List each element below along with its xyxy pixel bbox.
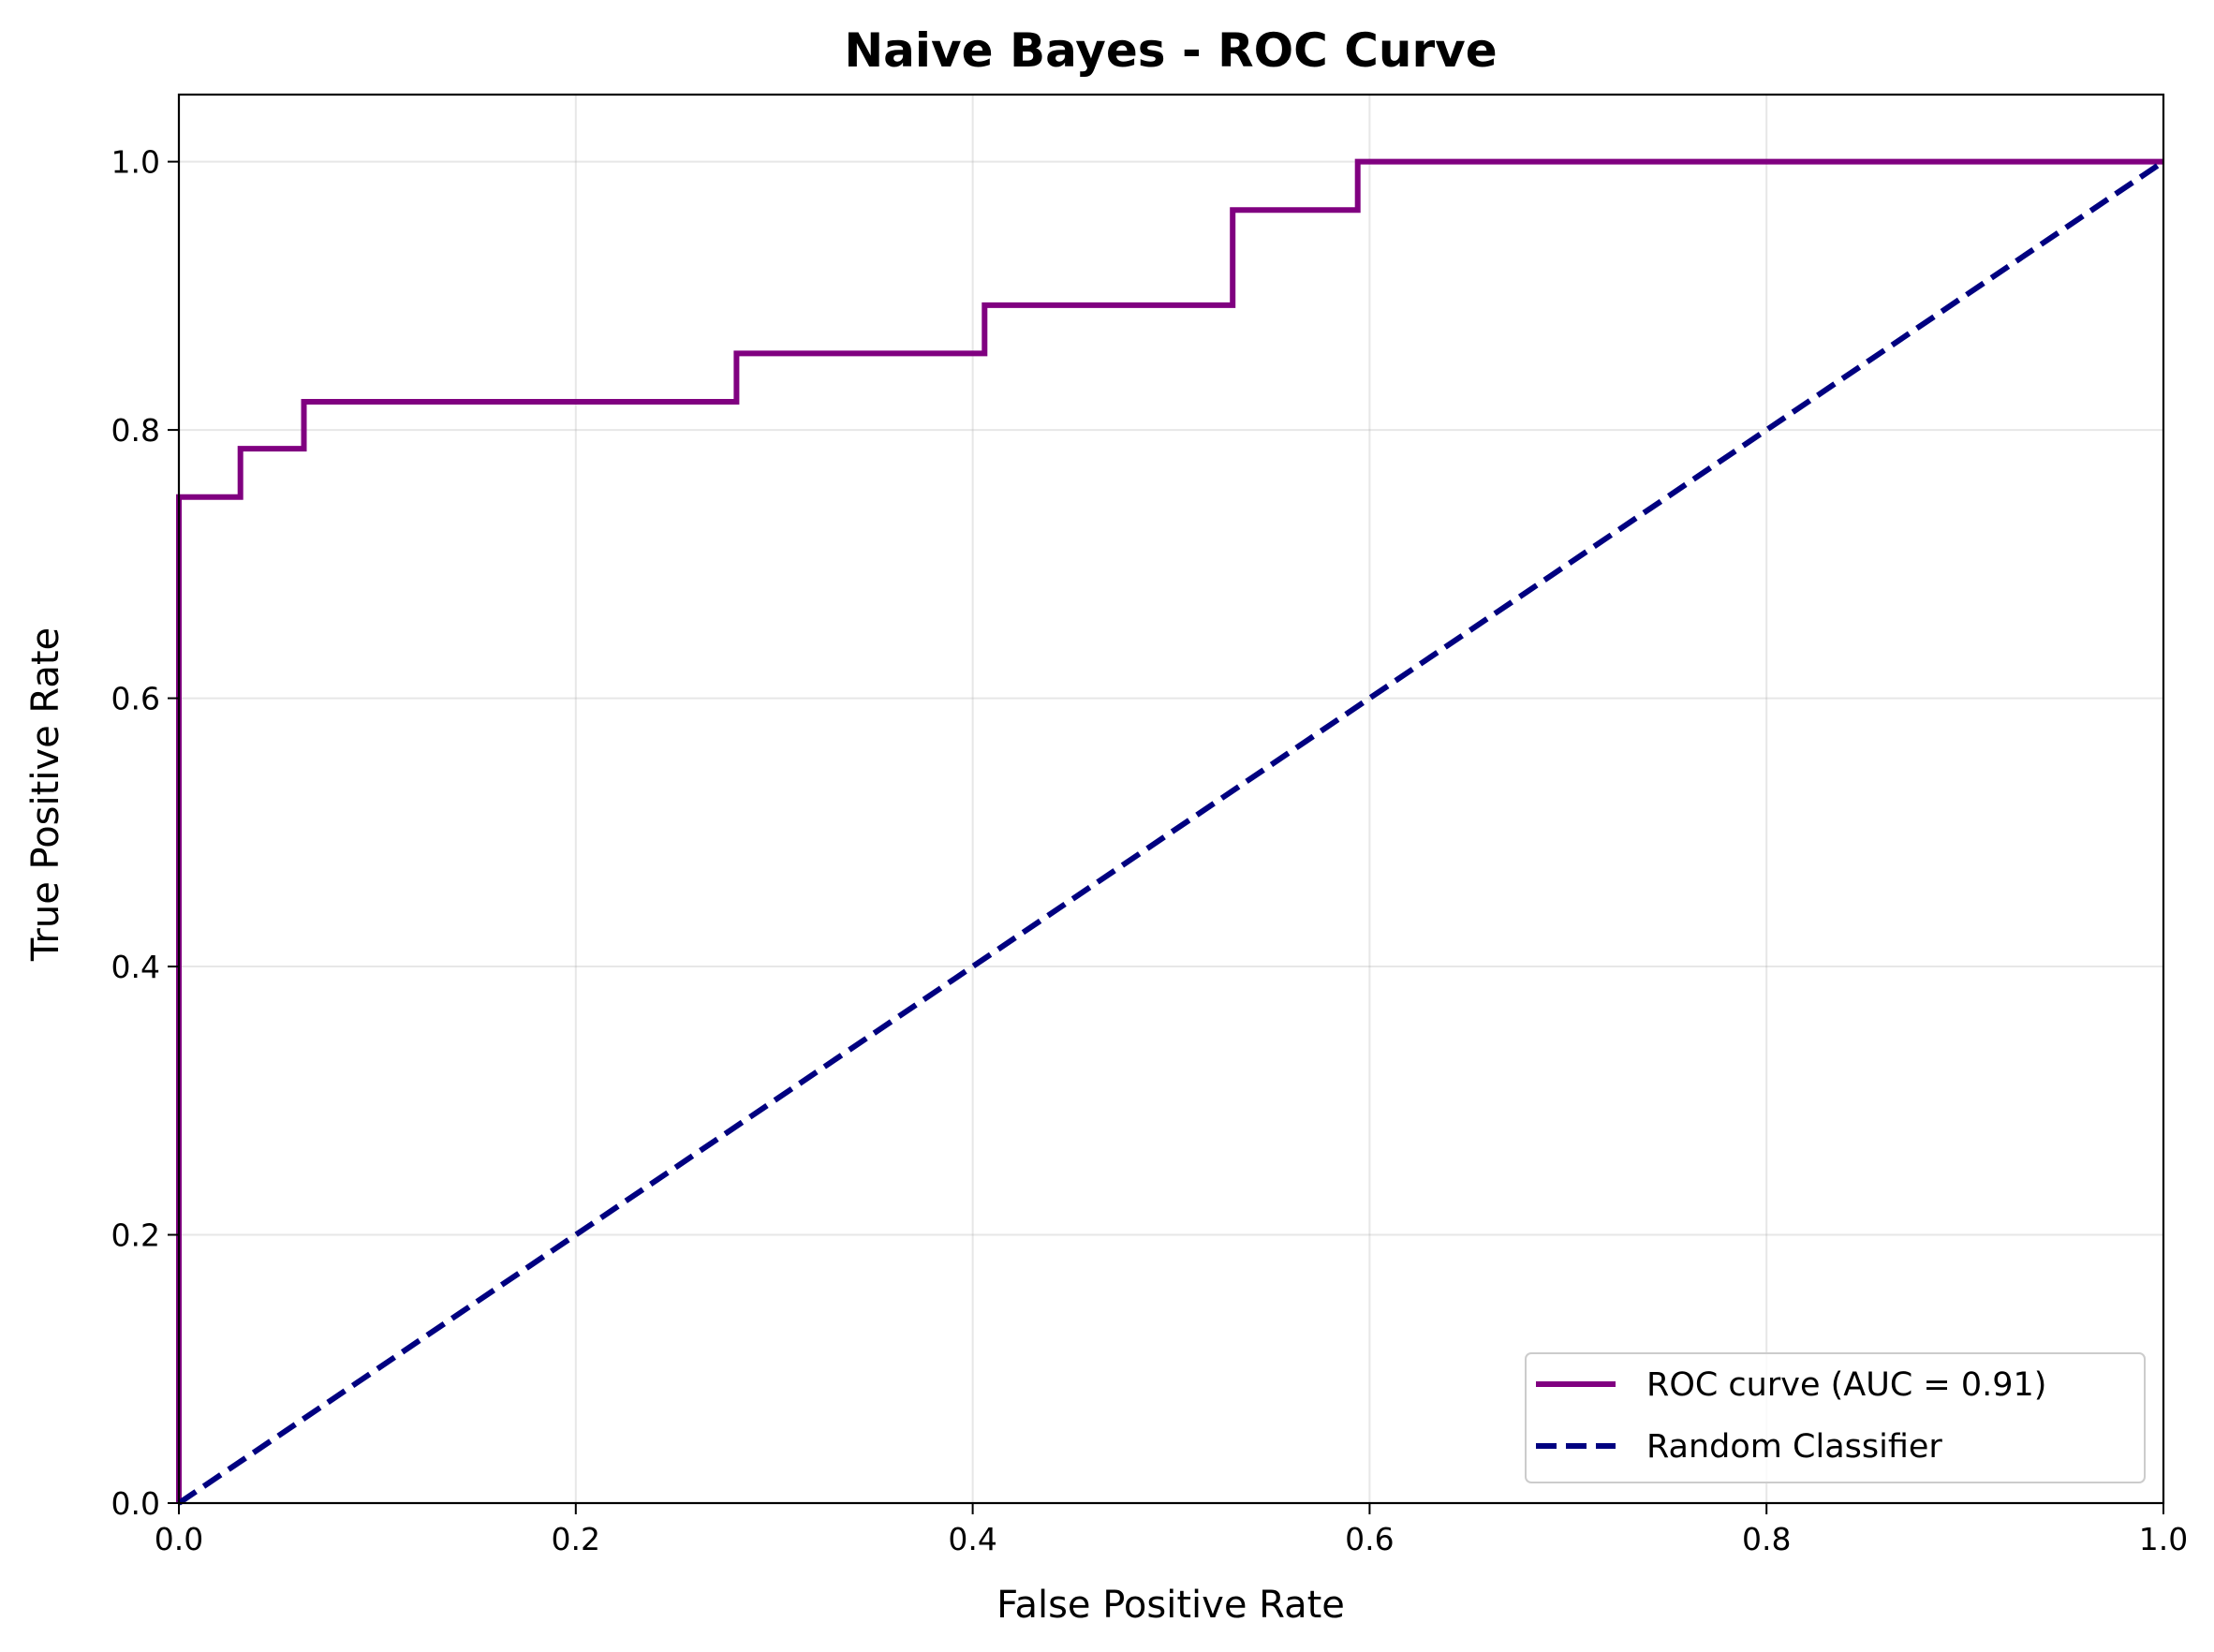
x-axis-label: False Positive Rate: [996, 1584, 1345, 1627]
x-tick-label: 0.8: [1742, 1521, 1791, 1557]
x-tick-label: 0.4: [948, 1521, 996, 1557]
series-layer: [176, 158, 2165, 1506]
y-tick-label: 0.4: [111, 949, 160, 985]
y-tick-label: 0.8: [111, 412, 160, 449]
chart-title: Naive Bayes - ROC Curve: [844, 23, 1497, 78]
y-tick-label: 0.0: [111, 1485, 160, 1522]
legend: ROC curve (AUC = 0.91) Random Classifier: [1525, 1352, 2146, 1483]
legend-box: [1525, 1352, 2146, 1483]
x-tick-label: 0.2: [552, 1521, 600, 1557]
y-tick-label: 1.0: [111, 144, 160, 181]
tick-layer: 0.0 0.2 0.4 0.6 0.8 1.0 0.0 0.2 0.4 0.6 0.8 1.0: [111, 144, 2189, 1557]
x-tick-label: 0.0: [155, 1521, 203, 1557]
y-tick-label: 0.2: [111, 1217, 160, 1254]
y-tick-label: 0.6: [111, 681, 160, 717]
legend-label-1: Random Classifier: [1646, 1428, 1942, 1466]
series-line-0: [176, 158, 2163, 1503]
y-axis-label: True Positive Rate: [24, 627, 67, 962]
x-tick-label: 1.0: [2139, 1521, 2188, 1557]
plot-frame: [177, 93, 2165, 1505]
series-line-1: [177, 159, 2165, 1506]
x-tick-label: 0.6: [1345, 1521, 1394, 1557]
legend-label-0: ROC curve (AUC = 0.91): [1646, 1366, 2046, 1404]
